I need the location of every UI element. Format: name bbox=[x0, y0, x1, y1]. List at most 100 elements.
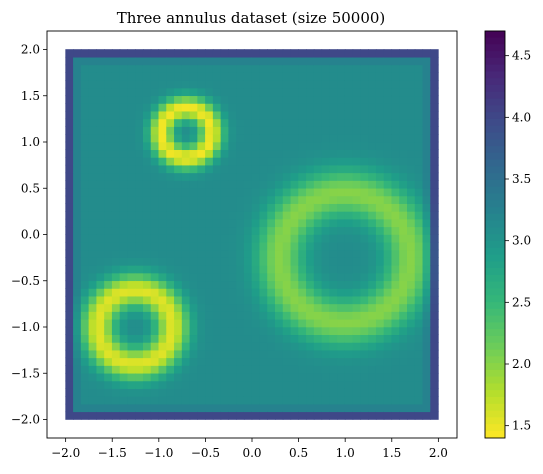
heat-cell bbox=[375, 95, 385, 104]
heat-cell bbox=[65, 249, 74, 258]
heat-cell bbox=[275, 49, 284, 58]
heat-cell bbox=[430, 265, 439, 274]
heat-cell bbox=[306, 372, 315, 382]
heat-cell bbox=[321, 118, 330, 127]
heat-cell bbox=[360, 372, 369, 382]
heat-cell bbox=[150, 203, 160, 212]
heat-cell bbox=[290, 396, 299, 405]
heat-cell bbox=[368, 95, 377, 104]
heat-cell bbox=[189, 80, 198, 89]
heat-cell bbox=[205, 411, 214, 420]
heat-cell bbox=[181, 203, 191, 212]
heat-cell bbox=[407, 164, 416, 174]
heat-cell bbox=[391, 72, 400, 81]
heat-cell bbox=[282, 234, 292, 243]
heat-cell bbox=[236, 164, 245, 174]
heat-cell bbox=[360, 110, 369, 120]
heat-cell bbox=[275, 342, 284, 351]
heat-cell bbox=[220, 226, 230, 235]
heat-cell bbox=[166, 226, 175, 235]
heat-cell bbox=[321, 133, 330, 143]
heat-cell bbox=[197, 226, 206, 235]
heat-cell bbox=[181, 103, 191, 112]
heat-cell bbox=[158, 295, 167, 305]
heat-cell bbox=[220, 218, 230, 228]
heat-cell bbox=[174, 388, 183, 397]
heat-cell bbox=[368, 334, 377, 343]
heat-cell bbox=[236, 334, 245, 343]
heat-cell bbox=[391, 64, 400, 73]
heat-cell bbox=[119, 49, 129, 58]
heat-cell bbox=[306, 265, 315, 274]
heat-cell bbox=[267, 396, 276, 405]
heat-cell bbox=[189, 172, 198, 181]
heat-cell bbox=[313, 311, 323, 320]
heat-cell bbox=[65, 141, 74, 151]
heat-cell bbox=[352, 226, 362, 235]
heat-cell bbox=[88, 257, 97, 266]
heat-cell bbox=[360, 172, 369, 181]
heat-cell bbox=[290, 133, 299, 143]
heat-cell bbox=[150, 56, 160, 66]
heat-cell bbox=[65, 357, 74, 366]
heat-cell bbox=[111, 49, 121, 58]
heat-cell bbox=[422, 203, 431, 212]
heat-cell bbox=[197, 349, 206, 359]
heat-cell bbox=[135, 411, 144, 420]
heat-cell bbox=[391, 211, 400, 220]
heat-cell bbox=[298, 187, 307, 197]
heat-cell bbox=[375, 396, 385, 405]
heat-cell bbox=[430, 349, 439, 359]
heat-cell bbox=[150, 118, 160, 127]
heat-cell bbox=[189, 380, 198, 389]
heat-cell bbox=[119, 195, 129, 204]
heat-cell bbox=[189, 288, 198, 297]
heat-cell bbox=[127, 257, 136, 266]
heat-cell bbox=[251, 211, 261, 220]
heat-cell bbox=[329, 180, 338, 189]
heat-cell bbox=[267, 203, 276, 212]
heat-cell bbox=[104, 195, 113, 204]
heat-cell bbox=[236, 357, 245, 366]
heat-cell bbox=[282, 87, 292, 97]
heat-cell bbox=[158, 342, 167, 351]
heat-cell bbox=[414, 141, 424, 151]
heat-cell bbox=[80, 133, 90, 143]
heat-cell bbox=[96, 280, 105, 289]
heat-cell bbox=[375, 372, 385, 382]
heat-cell bbox=[375, 403, 385, 413]
heat-cell bbox=[158, 326, 167, 336]
heat-cell bbox=[375, 164, 385, 174]
heat-cell bbox=[383, 272, 393, 282]
heat-cell bbox=[313, 187, 323, 197]
heat-cell bbox=[111, 87, 121, 97]
heat-cell bbox=[174, 195, 183, 204]
heat-cell bbox=[321, 56, 330, 66]
heat-cell bbox=[135, 241, 144, 251]
heat-cell bbox=[119, 180, 129, 189]
heat-cell bbox=[259, 195, 268, 204]
heat-cell bbox=[228, 295, 237, 305]
heat-cell bbox=[212, 87, 222, 97]
heat-cell bbox=[383, 72, 393, 81]
heat-cell bbox=[127, 126, 136, 135]
heat-cell bbox=[88, 380, 97, 389]
heat-cell bbox=[344, 118, 354, 127]
heat-cell bbox=[142, 411, 152, 420]
heat-cell bbox=[236, 241, 245, 251]
heat-cell bbox=[298, 87, 307, 97]
heat-cell bbox=[430, 103, 439, 112]
heat-cell bbox=[290, 64, 299, 73]
heat-cell bbox=[337, 49, 346, 58]
heat-cell bbox=[166, 249, 175, 258]
heat-cell bbox=[391, 226, 400, 235]
heat-cell bbox=[205, 157, 214, 166]
heat-cell bbox=[212, 149, 222, 158]
heat-cell bbox=[298, 357, 307, 366]
heat-cell bbox=[212, 288, 222, 297]
heat-cell bbox=[142, 164, 152, 174]
heat-cell bbox=[127, 411, 136, 420]
heat-cell bbox=[104, 311, 113, 320]
heat-cell bbox=[158, 265, 167, 274]
heat-cell bbox=[236, 396, 245, 405]
